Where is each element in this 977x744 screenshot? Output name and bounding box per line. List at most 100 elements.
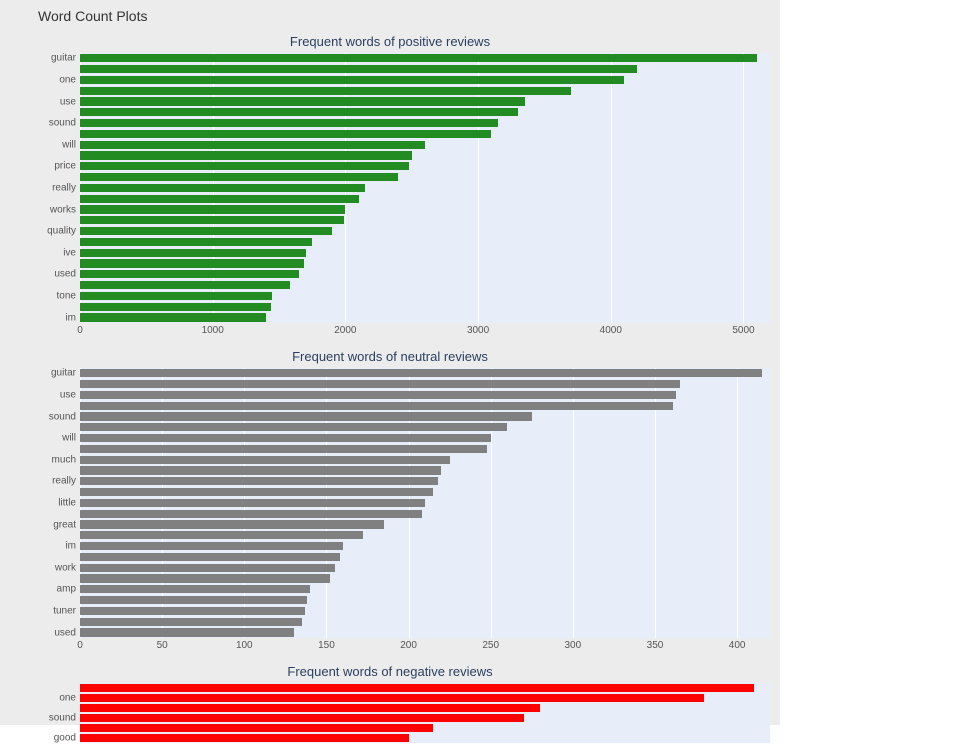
bar bbox=[80, 141, 425, 149]
bar-row bbox=[80, 64, 770, 75]
y-tick-label: used bbox=[54, 269, 76, 280]
bar bbox=[80, 510, 422, 518]
bar-row bbox=[80, 237, 770, 248]
x-tick-label: 2000 bbox=[334, 325, 356, 336]
bar-row bbox=[80, 215, 770, 226]
chart-title: Frequent words of negative reviews bbox=[10, 664, 770, 679]
bar-row bbox=[80, 487, 770, 498]
bar-row bbox=[80, 183, 770, 194]
bar-row bbox=[80, 96, 770, 107]
bar bbox=[80, 564, 335, 572]
y-tick-label: use bbox=[60, 390, 76, 401]
bar-row bbox=[80, 172, 770, 183]
y-tick-label: will bbox=[62, 139, 76, 150]
bar-row bbox=[80, 508, 770, 519]
bar bbox=[80, 238, 312, 246]
bar bbox=[80, 76, 624, 84]
bar-row bbox=[80, 552, 770, 563]
bar bbox=[80, 499, 425, 507]
bar-row bbox=[80, 562, 770, 573]
bar-row bbox=[80, 85, 770, 96]
y-tick-label: guitar bbox=[51, 53, 76, 64]
page-title: Word Count Plots bbox=[38, 8, 770, 24]
chart-neutral: Frequent words of neutral reviewsguitaru… bbox=[10, 349, 770, 656]
x-tick-label: 50 bbox=[157, 640, 168, 651]
bar-row bbox=[80, 498, 770, 509]
y-tick-label: amp bbox=[57, 584, 76, 595]
bar bbox=[80, 65, 637, 73]
x-tick-label: 0 bbox=[77, 640, 83, 651]
bar-row bbox=[80, 280, 770, 291]
x-tick-label: 3000 bbox=[467, 325, 489, 336]
bar bbox=[80, 684, 754, 692]
bar bbox=[80, 303, 271, 311]
bar bbox=[80, 281, 290, 289]
bar bbox=[80, 694, 704, 702]
bar bbox=[80, 227, 332, 235]
x-tick-label: 0 bbox=[77, 325, 83, 336]
y-tick-label: tuner bbox=[53, 606, 76, 617]
bar bbox=[80, 553, 340, 561]
plot-wrap: guitarusesoundwillmuchreallylittlegreati… bbox=[10, 368, 770, 638]
y-tick-label: used bbox=[54, 627, 76, 638]
bar bbox=[80, 412, 532, 420]
bar-row bbox=[80, 368, 770, 379]
bar bbox=[80, 531, 363, 539]
bar bbox=[80, 628, 294, 636]
bar-row bbox=[80, 226, 770, 237]
chart-positive: Frequent words of positive reviewsguitar… bbox=[10, 34, 770, 341]
bar bbox=[80, 108, 518, 116]
bar-row bbox=[80, 595, 770, 606]
bar-row bbox=[80, 291, 770, 302]
bar bbox=[80, 724, 433, 732]
bar-row bbox=[80, 733, 770, 743]
bar bbox=[80, 520, 384, 528]
y-tick-label: really bbox=[52, 476, 76, 487]
plot-area bbox=[80, 683, 770, 743]
bar-row bbox=[80, 129, 770, 140]
bar bbox=[80, 423, 507, 431]
bar-row bbox=[80, 723, 770, 733]
bar bbox=[80, 313, 266, 321]
y-tick-label: ive bbox=[63, 247, 76, 258]
y-tick-label: will bbox=[62, 433, 76, 444]
bar-row bbox=[80, 476, 770, 487]
bar-row bbox=[80, 703, 770, 713]
y-axis-labels: onesoundgood bbox=[10, 683, 78, 743]
bar bbox=[80, 542, 343, 550]
bar bbox=[80, 391, 676, 399]
bar bbox=[80, 173, 398, 181]
bar bbox=[80, 477, 438, 485]
bar-row bbox=[80, 193, 770, 204]
bar-row bbox=[80, 390, 770, 401]
plot-wrap: guitaroneusesoundwillpricereallyworksqua… bbox=[10, 53, 770, 323]
bar bbox=[80, 205, 345, 213]
bar bbox=[80, 714, 524, 722]
y-tick-label: sound bbox=[49, 411, 76, 422]
y-tick-label: much bbox=[52, 454, 76, 465]
bar bbox=[80, 216, 344, 224]
y-tick-label: price bbox=[54, 161, 76, 172]
bar-row bbox=[80, 161, 770, 172]
bar bbox=[80, 574, 330, 582]
bar-row bbox=[80, 139, 770, 150]
bar-row bbox=[80, 150, 770, 161]
bar bbox=[80, 607, 305, 615]
y-tick-label: really bbox=[52, 183, 76, 194]
bar bbox=[80, 270, 299, 278]
x-tick-label: 300 bbox=[565, 640, 582, 651]
bar-row bbox=[80, 400, 770, 411]
y-axis-labels: guitarusesoundwillmuchreallylittlegreati… bbox=[10, 368, 78, 638]
y-tick-label: im bbox=[65, 312, 76, 323]
bar-row bbox=[80, 433, 770, 444]
bar bbox=[80, 466, 441, 474]
bar-row bbox=[80, 573, 770, 584]
y-tick-label: work bbox=[55, 562, 76, 573]
bar-row bbox=[80, 713, 770, 723]
x-tick-label: 150 bbox=[318, 640, 335, 651]
x-tick-label: 4000 bbox=[600, 325, 622, 336]
y-tick-label: sound bbox=[49, 118, 76, 129]
y-tick-label: good bbox=[54, 733, 76, 744]
bar bbox=[80, 151, 412, 159]
bar-row bbox=[80, 541, 770, 552]
